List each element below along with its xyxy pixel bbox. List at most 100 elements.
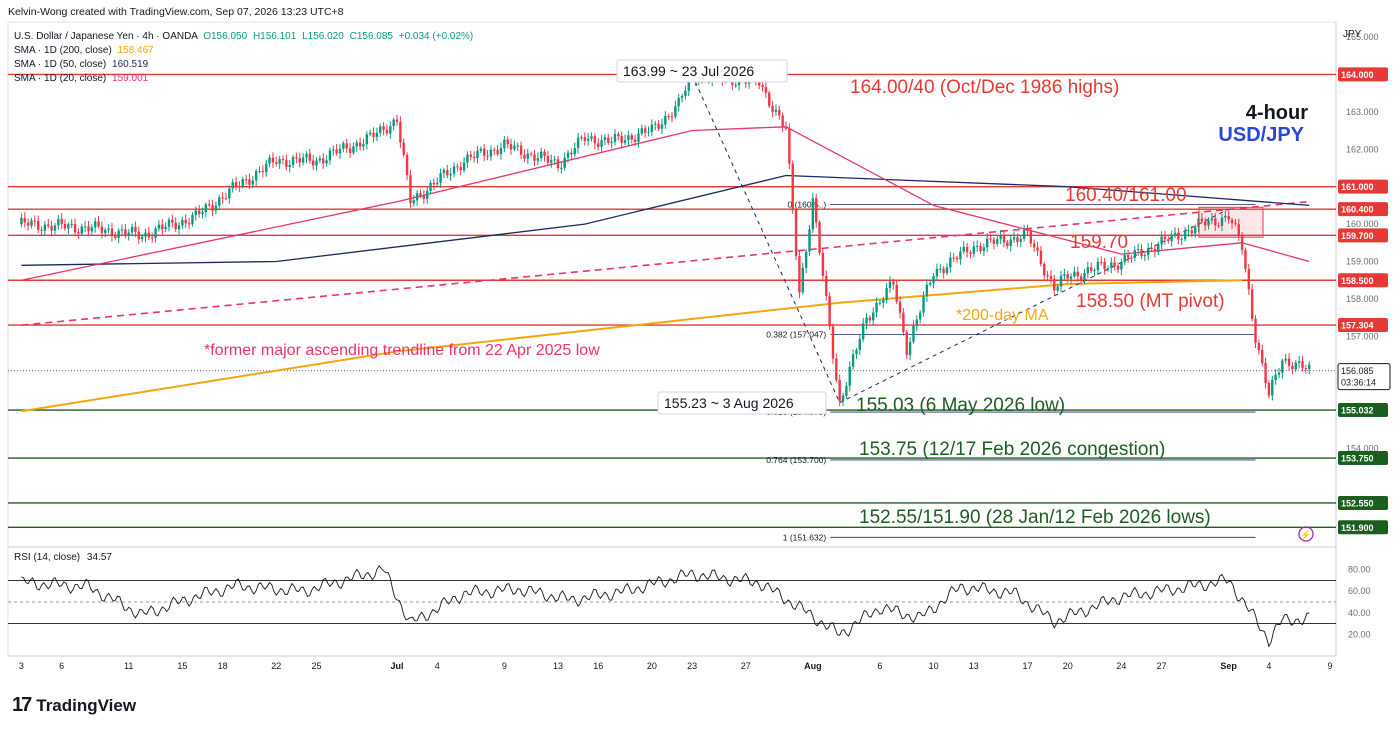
candle-body — [1113, 262, 1116, 266]
candle — [949, 252, 952, 273]
rsi-legend[interactable]: RSI (14, close) 34.57 — [14, 552, 112, 563]
candle — [962, 241, 965, 255]
price-tag-label: 158.500 — [1341, 276, 1374, 286]
candle — [389, 121, 392, 139]
candle-body — [560, 167, 563, 169]
candle — [979, 242, 982, 254]
candle — [848, 361, 851, 392]
fib-label: 0.382 (157.047) — [766, 330, 826, 340]
candle — [1006, 240, 1009, 249]
candle — [1271, 375, 1274, 401]
candle-body — [607, 137, 610, 143]
candle-body — [60, 219, 63, 224]
indicator-legend: U.S. Dollar / Japanese Yen · 4h · OANDA … — [14, 30, 473, 86]
candle — [845, 381, 848, 399]
candle — [603, 134, 607, 146]
candle — [201, 207, 204, 219]
candle-body — [100, 226, 104, 233]
candle-body — [358, 142, 362, 147]
candle — [576, 132, 580, 154]
candle-body — [586, 138, 590, 141]
sma50-line — [21, 174, 1310, 266]
candle-body — [553, 159, 556, 161]
countdown-label: 03:36:14 — [1341, 378, 1376, 388]
annotations: 163.99 ~ 23 Jul 2026 155.23 ~ 3 Aug 2026 1… — [204, 59, 1314, 542]
candle — [1287, 353, 1291, 371]
candle-body — [654, 123, 657, 125]
candle — [348, 142, 352, 159]
candle — [311, 155, 315, 171]
candle-body — [251, 180, 255, 185]
candle-body — [878, 302, 882, 304]
candle-body — [147, 232, 151, 238]
candle — [20, 213, 23, 228]
candle-body — [935, 269, 939, 277]
candle — [519, 141, 523, 160]
tradingview-wordmark: TradingView — [36, 695, 137, 715]
candle-body — [1136, 249, 1140, 251]
currency-label[interactable]: JPY — [1343, 29, 1362, 40]
candle — [30, 217, 33, 229]
time-tick-label: Sep — [1220, 661, 1237, 671]
candle-body — [191, 215, 194, 225]
candle-body — [63, 223, 67, 229]
candle-body — [1079, 276, 1083, 281]
candle — [305, 151, 308, 164]
candle — [77, 228, 80, 239]
candle — [1307, 361, 1311, 375]
candle — [496, 145, 499, 157]
candle — [295, 152, 298, 164]
sma50-row[interactable]: SMA · 1D (50, close) 160.519 — [14, 58, 473, 72]
time-tick-label: 13 — [553, 661, 563, 671]
sma200-row[interactable]: SMA · 1D (200, close) 158.467 — [14, 44, 473, 58]
time-tick-label: 22 — [271, 661, 281, 671]
candle-body — [861, 323, 865, 340]
candle-body — [603, 137, 607, 141]
candle-body — [127, 232, 130, 235]
candle-body — [573, 148, 576, 155]
candle-body — [43, 224, 47, 231]
candle-body — [224, 198, 228, 200]
candle-body — [345, 143, 348, 149]
candle-body — [972, 246, 976, 254]
candle — [342, 141, 345, 153]
candle — [1086, 261, 1090, 279]
candle-body — [674, 106, 677, 117]
candle — [1053, 274, 1056, 296]
candle-body — [375, 132, 379, 137]
candle — [1110, 257, 1113, 274]
candle — [483, 144, 486, 162]
ohlc-close: C156.085 — [349, 31, 393, 42]
rsi-panel: 80.00 60.00 40.00 20.00 — [8, 565, 1371, 648]
candle — [355, 139, 358, 152]
candle — [1002, 231, 1006, 248]
candle — [43, 221, 47, 236]
candle-body — [117, 230, 120, 239]
candle — [892, 278, 895, 290]
candle-body — [872, 312, 875, 321]
candle — [1200, 212, 1204, 224]
tradingview-logo[interactable]: 17 TradingView — [12, 694, 136, 717]
candle — [288, 160, 291, 173]
price-tag: 153.750 — [1338, 451, 1388, 466]
candle — [959, 246, 962, 265]
candle-body — [590, 136, 593, 139]
price-tag-bg — [1338, 67, 1388, 82]
sma20-row[interactable]: SMA · 1D (20, close) 159.001 — [14, 72, 473, 86]
candle-body — [288, 165, 291, 168]
candle-body — [576, 137, 580, 149]
time-tick-label: 18 — [218, 661, 228, 671]
candle — [841, 392, 845, 406]
candle-body — [1002, 235, 1006, 243]
candle — [815, 193, 818, 228]
candle-body — [1116, 265, 1120, 270]
candle-body — [382, 126, 385, 130]
candle — [885, 282, 888, 304]
candle — [268, 154, 271, 168]
candle — [1009, 234, 1012, 252]
price-tag: 160.400 — [1338, 202, 1388, 217]
candle — [546, 150, 550, 166]
candle — [97, 215, 100, 229]
candle — [1204, 217, 1207, 231]
